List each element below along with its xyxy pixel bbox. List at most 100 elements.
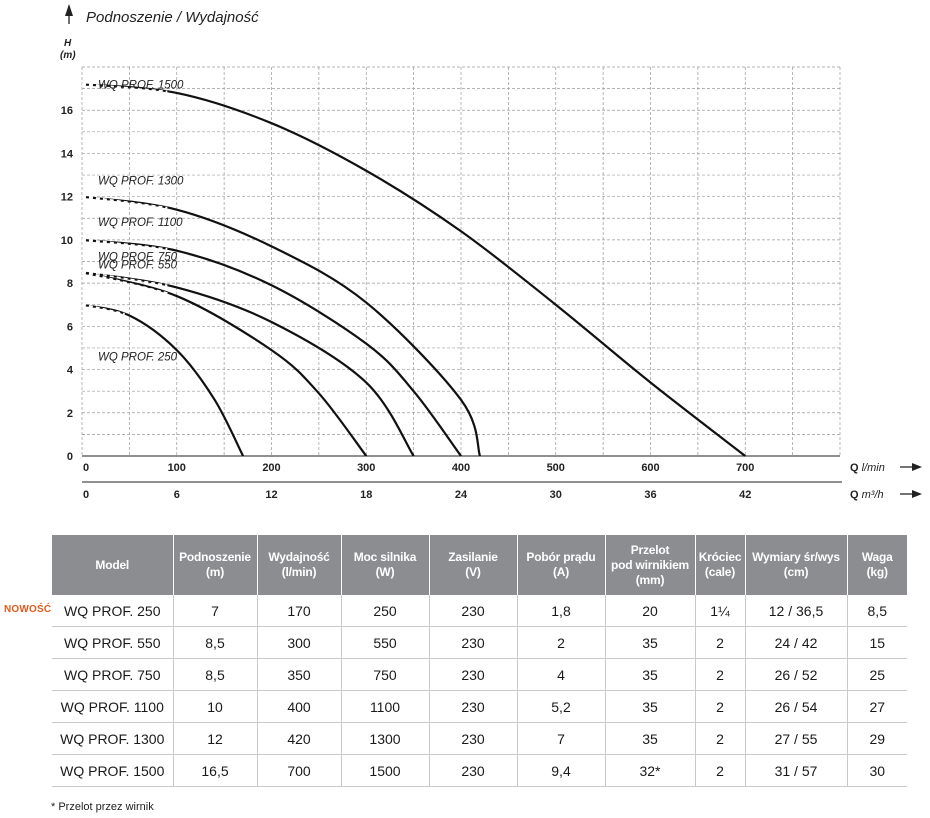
y-tick-label: 14 [61, 148, 74, 160]
table-header-text: (m) [205, 565, 225, 579]
table-header-text: (A) [552, 565, 570, 579]
table-cell: 350 [257, 658, 342, 691]
table-cell: 31 / 57 [745, 754, 848, 787]
x2-axis-label: Q m³/h [850, 489, 884, 501]
table-cell: 1,8 [517, 595, 606, 627]
table-cell: 12 [173, 722, 258, 755]
table-cell: 230 [429, 658, 518, 691]
table-cell: 16,5 [173, 754, 258, 787]
table-cell: 1500 [341, 754, 430, 787]
table-cell: 230 [429, 754, 518, 787]
table-cell: 7 [517, 722, 606, 755]
x-tick-label: 500 [547, 462, 565, 474]
x2-tick-label: 36 [644, 489, 656, 501]
y-tick-label: 2 [67, 408, 73, 420]
pump-curve-chart: Podnoszenie / Wydajność H (m) 0246810121… [60, 4, 922, 501]
table-cell: 8,5 [847, 595, 907, 627]
table-cell: 9,4 [517, 754, 606, 787]
table-cell: 1¼ [695, 595, 746, 627]
table-cell: 24 / 42 [745, 626, 848, 659]
table-cell: 230 [429, 722, 518, 755]
table-header-text: (mm) [635, 572, 665, 587]
table-header-text: Podnoszenie [179, 550, 251, 564]
series-label: WQ PROF. 550 [98, 259, 178, 271]
table-cell: 250 [341, 595, 430, 627]
table-cell: 25 [847, 658, 907, 691]
model-cell: WQ PROF. 250 [52, 595, 174, 627]
table-cell: 4 [517, 658, 606, 691]
table-cell: 1100 [341, 690, 430, 723]
grid [81, 66, 841, 457]
table-cell: 2 [695, 690, 746, 723]
series-dashed-start [81, 238, 168, 252]
table-cell: 30 [847, 754, 907, 787]
table-cell: 230 [429, 595, 518, 627]
table-cell: 8,5 [173, 658, 258, 691]
table-header-cell: Pobór prądu (A) [517, 535, 606, 595]
y-axis-label: H [64, 38, 72, 49]
table-row: WQ PROF. 1300 12 420 1300 230 7 35 2 27 / 55 29 [52, 722, 907, 755]
table-header-text: Króciec [698, 550, 742, 564]
table-header-text: (cale) [704, 565, 736, 579]
y-arrow-head-icon [65, 4, 73, 16]
table-cell: 2 [695, 626, 746, 659]
table-row: WQ PROF. 1100 10 400 1100 230 5,2 35 2 26 / 54 27 [52, 690, 907, 723]
spec-table: Model Podnoszenie (m) Wydajność (l/min) Moc s… [52, 535, 907, 787]
table-cell: 300 [257, 626, 342, 659]
table-header-text: Model [95, 557, 130, 572]
y-tick-labels: 0 2 4 6 8 10 12 14 16 [61, 105, 74, 463]
table-header-text: Waga [861, 550, 893, 564]
table-header-cell: Podnoszenie (m) [173, 535, 258, 595]
x2-tick-labels: 0 6 12 18 24 30 36 42 [83, 489, 751, 501]
series-curve [81, 83, 746, 457]
table-header-text: Przelot [630, 542, 670, 557]
y-tick-label: 0 [67, 451, 73, 463]
x-tick-label: 600 [641, 462, 659, 474]
series-dashed-start [81, 270, 168, 296]
x2-tick-label: 24 [455, 489, 468, 501]
table-cell: 550 [341, 626, 430, 659]
table-cell: 15 [847, 626, 907, 659]
table-cell: 12 / 36,5 [745, 595, 848, 627]
table-cell: 2 [695, 722, 746, 755]
table-cell: 1300 [341, 722, 430, 755]
series-dashed-start [81, 82, 168, 94]
x-tick-label: 200 [262, 462, 280, 474]
table-cell: 400 [257, 690, 342, 723]
series-curve [81, 303, 245, 457]
series-label: WQ PROF. 1300 [98, 176, 184, 188]
x-tick-label: 700 [736, 462, 754, 474]
table-cell: 170 [257, 595, 342, 627]
table-header-text: Pobór prądu [526, 550, 596, 564]
table-header-text: (cm) [783, 565, 809, 579]
series-curve [81, 195, 482, 457]
x-tick-label: 100 [168, 462, 186, 474]
x2-tick-label: 12 [265, 489, 277, 501]
table-cell: 2 [517, 626, 606, 659]
series-labels: WQ PROF. 1500 WQ PROF. 1300 WQ PROF. 1100 W… [98, 79, 184, 363]
table-header-text: Wydajność [268, 550, 330, 564]
y-axis-unit: (m) [60, 50, 76, 61]
model-cell: WQ PROF. 1300 [52, 722, 174, 755]
series-dashed-start [81, 195, 168, 210]
table-header-cell: Wymiary śr/wys (cm) [745, 535, 848, 595]
new-badge: NOWOŚĆ [4, 604, 52, 615]
model-cell: WQ PROF. 1100 [52, 690, 174, 723]
series-curves [81, 82, 746, 457]
table-row: WQ PROF. 250 7 170 250 230 1,8 20 1¼ 12 / 36,5 8,… [52, 595, 907, 627]
table-header-text: Wymiary śr/wys [752, 550, 840, 564]
table-cell: 20 [605, 595, 696, 627]
x2-arrow-head-icon [912, 490, 922, 498]
model-cell: WQ PROF. 750 [52, 658, 174, 691]
table-cell: 26 / 54 [745, 690, 848, 723]
table-header-cell: Moc silnika (W) [341, 535, 430, 595]
table-cell: 10 [173, 690, 258, 723]
table-header-cell: Króciec (cale) [695, 535, 746, 595]
table-row: WQ PROF. 750 8,5 350 750 230 4 35 2 26 / 52 25 [52, 658, 907, 691]
table-header-text: Moc silnika [353, 550, 417, 564]
series-label: WQ PROF. 750 [98, 251, 178, 263]
series-label: WQ PROF. 250 [98, 352, 178, 364]
table-cell: 700 [257, 754, 342, 787]
series-label: WQ PROF. 1500 [98, 79, 184, 91]
table-cell: 26 / 52 [745, 658, 848, 691]
